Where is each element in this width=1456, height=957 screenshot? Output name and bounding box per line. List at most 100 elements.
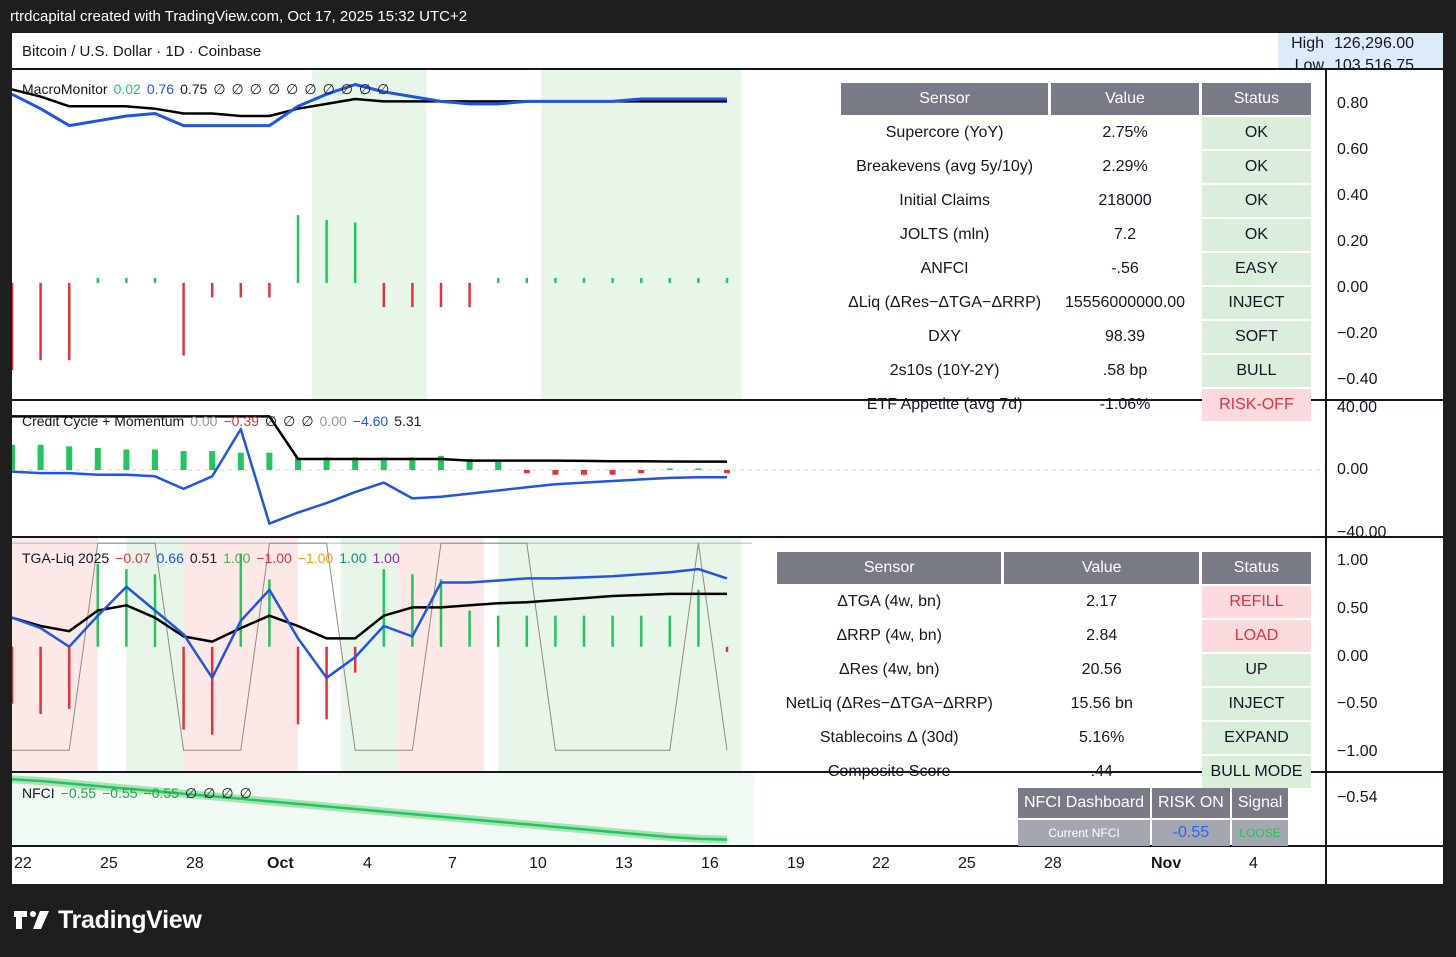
pane-divider: [12, 845, 1443, 847]
table-row: Stablecoins Δ (30d) 5.16% EXPAND: [777, 722, 1311, 754]
macro-blue-line: [12, 83, 727, 128]
tga-green-band: [126, 538, 184, 771]
chart-canvas[interactable]: [12, 33, 1443, 884]
credit-histogram-bar: [123, 449, 130, 470]
cell-sensor: NetLiq (ΔRes−ΔTGA−ΔRRP): [785, 695, 993, 712]
tga-green-band: [498, 538, 742, 771]
nfci-legend[interactable]: NFCI −0.55 −0.55 −0.55 ∅ ∅ ∅ ∅: [22, 785, 258, 802]
legend-value: ∅: [304, 81, 317, 97]
credit-histogram-bar: [266, 452, 273, 470]
legend-value: ∅: [231, 81, 244, 97]
legend-value: ∅: [203, 785, 216, 801]
cell-sensor: Initial Claims: [899, 192, 990, 209]
cell-sensor: ΔTGA (4w, bn): [837, 593, 942, 610]
table-row: DXY 98.39 SOFT: [841, 321, 1311, 353]
legend-title: NFCI: [22, 785, 55, 801]
cell-status: EASY: [1201, 253, 1311, 285]
cell-sensor: 2s10s (10Y-2Y): [889, 362, 1000, 379]
y-tick: 0.60: [1337, 141, 1369, 158]
table-row: ΔRes (4w, bn) 20.56 UP: [777, 654, 1311, 686]
y-tick: −0.54: [1337, 789, 1378, 806]
dash-signal: LOOSE: [1231, 820, 1289, 846]
legend-value: 0.75: [180, 81, 208, 97]
cell-sensor: ΔLiq (ΔRes−ΔTGA−ΔRRP): [848, 294, 1042, 311]
cell-value: 2.75%: [1102, 124, 1148, 141]
legend-value: −0.39: [223, 413, 259, 429]
price-axis[interactable]: [1325, 68, 1327, 884]
cell-status: OK: [1201, 151, 1311, 183]
col-status: Status: [1201, 83, 1311, 115]
cell-value: 20.56: [1081, 661, 1122, 678]
cell-value: 15.56 bn: [1070, 695, 1133, 712]
tga-red-band: [12, 538, 98, 771]
tga-green-band: [340, 538, 399, 771]
y-tick: −1.00: [1337, 743, 1378, 760]
legend-value: −1.00: [297, 550, 334, 566]
dash-title: NFCI Dashboard: [1018, 788, 1151, 818]
nfci-dashboard: NFCI Dashboard RISK ON Signal Current NF…: [1016, 786, 1290, 848]
credit-histogram-bar: [409, 457, 416, 470]
pane-divider: [12, 68, 1443, 70]
legend-value: −0.55: [143, 785, 179, 801]
table-row: ΔLiq (ΔRes−ΔTGA−ΔRRP) 15556000000.00 INJEC…: [841, 287, 1311, 319]
credit-histogram-bar: [695, 468, 702, 470]
table-row: ΔRRP (4w, bn) 2.84 LOAD: [777, 620, 1311, 652]
table-row: Breakevens (avg 5y/10y) 2.29% OK: [841, 151, 1311, 183]
table-row: Initial Claims 218000 OK: [841, 185, 1311, 217]
legend-value: −0.55: [102, 785, 138, 801]
x-tick: 10: [529, 855, 547, 872]
tga-red-band: [398, 538, 484, 771]
cell-sensor: Supercore (YoY): [885, 124, 1004, 141]
table-row: Composite Score .44 BULL MODE: [777, 756, 1311, 788]
cell-sensor: DXY: [928, 328, 962, 345]
col-sensor: Sensor: [777, 552, 1002, 584]
y-tick: 0.00: [1337, 648, 1369, 665]
macromonitor-legend[interactable]: MacroMonitor 0.02 0.76 0.75 ∅ ∅ ∅ ∅ ∅ ∅ ∅ ∅ ∅ ∅: [22, 81, 395, 98]
cell-value: 15556000000.00: [1064, 294, 1186, 311]
nfci-line: [12, 778, 728, 841]
col-value: Value: [1051, 83, 1199, 115]
credit-black-line: [12, 415, 727, 463]
cell-value: .44: [1090, 763, 1113, 780]
cell-status: OK: [1201, 219, 1311, 251]
cell-status: BULL MODE: [1201, 756, 1311, 788]
cell-sensor: ETF Appetite (avg 7d): [866, 396, 1023, 413]
highlight-band: [312, 70, 427, 399]
credit-histogram-bar: [37, 444, 44, 470]
y-tick: 0.40: [1337, 187, 1369, 204]
pane-divider: [12, 536, 1443, 538]
cell-status: EXPAND: [1201, 722, 1311, 754]
credit-cycle-legend[interactable]: Credit Cycle + Momentum 0.00 −0.39 ∅ ∅ ∅ 0.00−…: [22, 413, 427, 430]
col-sensor: Sensor: [841, 83, 1049, 115]
x-tick: 13: [615, 855, 633, 872]
x-tick: Oct: [267, 855, 294, 872]
y-tick: 0.00: [1337, 461, 1369, 478]
cell-value: 218000: [1098, 192, 1152, 209]
high-low-box: High 126,296.00 Low 103,516.75: [1278, 33, 1443, 68]
tga-liq-legend[interactable]: TGA-Liq 2025 −0.07 0.66 0.51 1.00 −1.00 −1.00 1…: [22, 550, 406, 566]
watermark: rtrdcapital created with TradingView.com…: [10, 8, 468, 25]
cell-value: 2.84: [1086, 627, 1118, 644]
credit-histogram-bar: [209, 451, 216, 470]
col-value: Value: [1004, 552, 1199, 584]
legend-value: 1.00: [372, 550, 400, 566]
cell-status: UP: [1201, 654, 1311, 686]
col-status: Status: [1201, 552, 1311, 584]
y-tick: 40.00: [1337, 399, 1378, 416]
x-tick: 4: [1249, 855, 1258, 872]
cell-status: INJECT: [1201, 287, 1311, 319]
symbol-title[interactable]: Bitcoin / U.S. Dollar · 1D · Coinbase: [22, 43, 262, 60]
tradingview-logo[interactable]: TradingView: [14, 904, 202, 936]
legend-value: ∅: [358, 81, 372, 97]
x-tick: Nov: [1151, 855, 1182, 872]
x-tick: 19: [787, 855, 805, 872]
legend-value: ∅: [221, 785, 234, 801]
table-row: JOLTS (mln) 7.2 OK: [841, 219, 1311, 251]
y-tick: 0.00: [1337, 279, 1369, 296]
credit-histogram-bar: [66, 446, 73, 470]
legend-value: ∅: [322, 81, 335, 97]
cell-sensor: ΔRRP (4w, bn): [836, 627, 942, 644]
legend-title: Credit Cycle + Momentum: [22, 413, 185, 429]
legend-value: 5.31: [394, 413, 422, 429]
x-tick: 22: [14, 855, 32, 872]
